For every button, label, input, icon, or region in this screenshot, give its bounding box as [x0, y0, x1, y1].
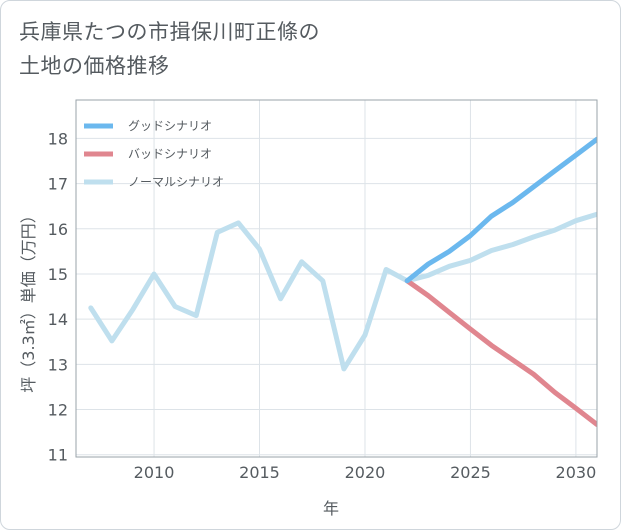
- series-line-2: [88, 211, 597, 372]
- y-tick-label: 18: [48, 129, 68, 148]
- x-tick-label: 2030: [556, 463, 597, 482]
- tick-layer: 2010 2015 2020 2025 2030 11 12 13 14 15 16 17 18: [48, 129, 597, 482]
- y-axis-title: 坪（3.3㎡）単価（万円）: [19, 207, 38, 392]
- legend-label-2: ノーマルシナリオ: [128, 175, 224, 189]
- series-line-1: [404, 278, 597, 427]
- series-layer: [88, 136, 597, 427]
- plot-frame: [75, 99, 598, 458]
- series-line-0: [404, 136, 597, 284]
- x-tick-label: 2025: [450, 463, 491, 482]
- legend-label-0: グッドシナリオ: [128, 119, 212, 133]
- chart-title-line-2: 土地の価格推移: [19, 54, 170, 78]
- y-tick-label: 13: [48, 355, 68, 374]
- grid-layer: [76, 100, 597, 457]
- legend-label-1: バッドシナリオ: [128, 147, 212, 161]
- y-tick-label: 16: [48, 220, 68, 239]
- x-axis-title: 年: [323, 499, 339, 518]
- x-tick-label: 2020: [345, 463, 386, 482]
- y-tick-label: 15: [48, 265, 68, 284]
- x-tick-label: 2015: [239, 463, 280, 482]
- y-tick-label: 12: [48, 401, 68, 420]
- y-tick-label: 17: [48, 175, 68, 194]
- chart-title-line-1: 兵庫県たつの市揖保川町正條の: [19, 20, 320, 44]
- chart-title: 兵庫県たつの市揖保川町正條の 土地の価格推移: [19, 15, 579, 83]
- x-tick-label: 2010: [134, 463, 175, 482]
- y-tick-label: 11: [48, 446, 68, 465]
- y-tick-label: 14: [48, 310, 68, 329]
